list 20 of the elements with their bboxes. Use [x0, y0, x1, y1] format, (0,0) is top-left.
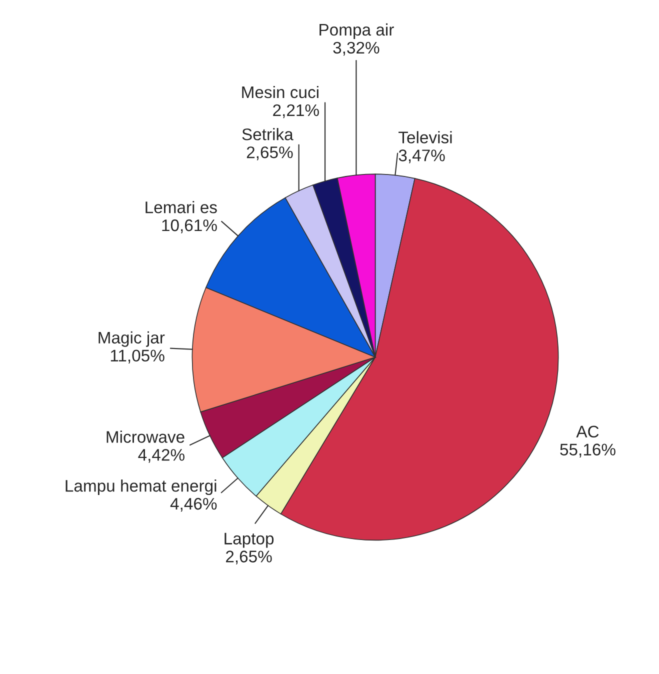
data-label: 2,65% — [226, 550, 272, 564]
slice-label: Microwave — [106, 430, 184, 443]
slice-label: Televisi — [398, 131, 452, 144]
slice-label: Mesin cuci — [242, 86, 318, 98]
data-label: 10,61% — [162, 219, 217, 234]
slice-label: Pompa air — [320, 23, 394, 39]
slice-label: Lampu hemat energi — [66, 480, 216, 496]
slice-label: Magic jar — [98, 331, 165, 347]
slice-label: AC — [576, 426, 599, 438]
data-label: 3,47% — [398, 150, 445, 164]
data-label: 2,65% — [246, 146, 293, 160]
slice-label: Laptop — [224, 532, 274, 548]
slice-label: Lemari es — [146, 201, 217, 214]
data-label: 4,42% — [138, 449, 184, 463]
slice-label: Setrika — [242, 128, 294, 140]
data-label: 4,46% — [170, 498, 217, 512]
data-label: 2,21% — [273, 104, 319, 118]
data-label: 11,05% — [110, 350, 164, 364]
data-label: 55,16% — [560, 444, 616, 458]
data-label: 3,32% — [333, 42, 380, 56]
